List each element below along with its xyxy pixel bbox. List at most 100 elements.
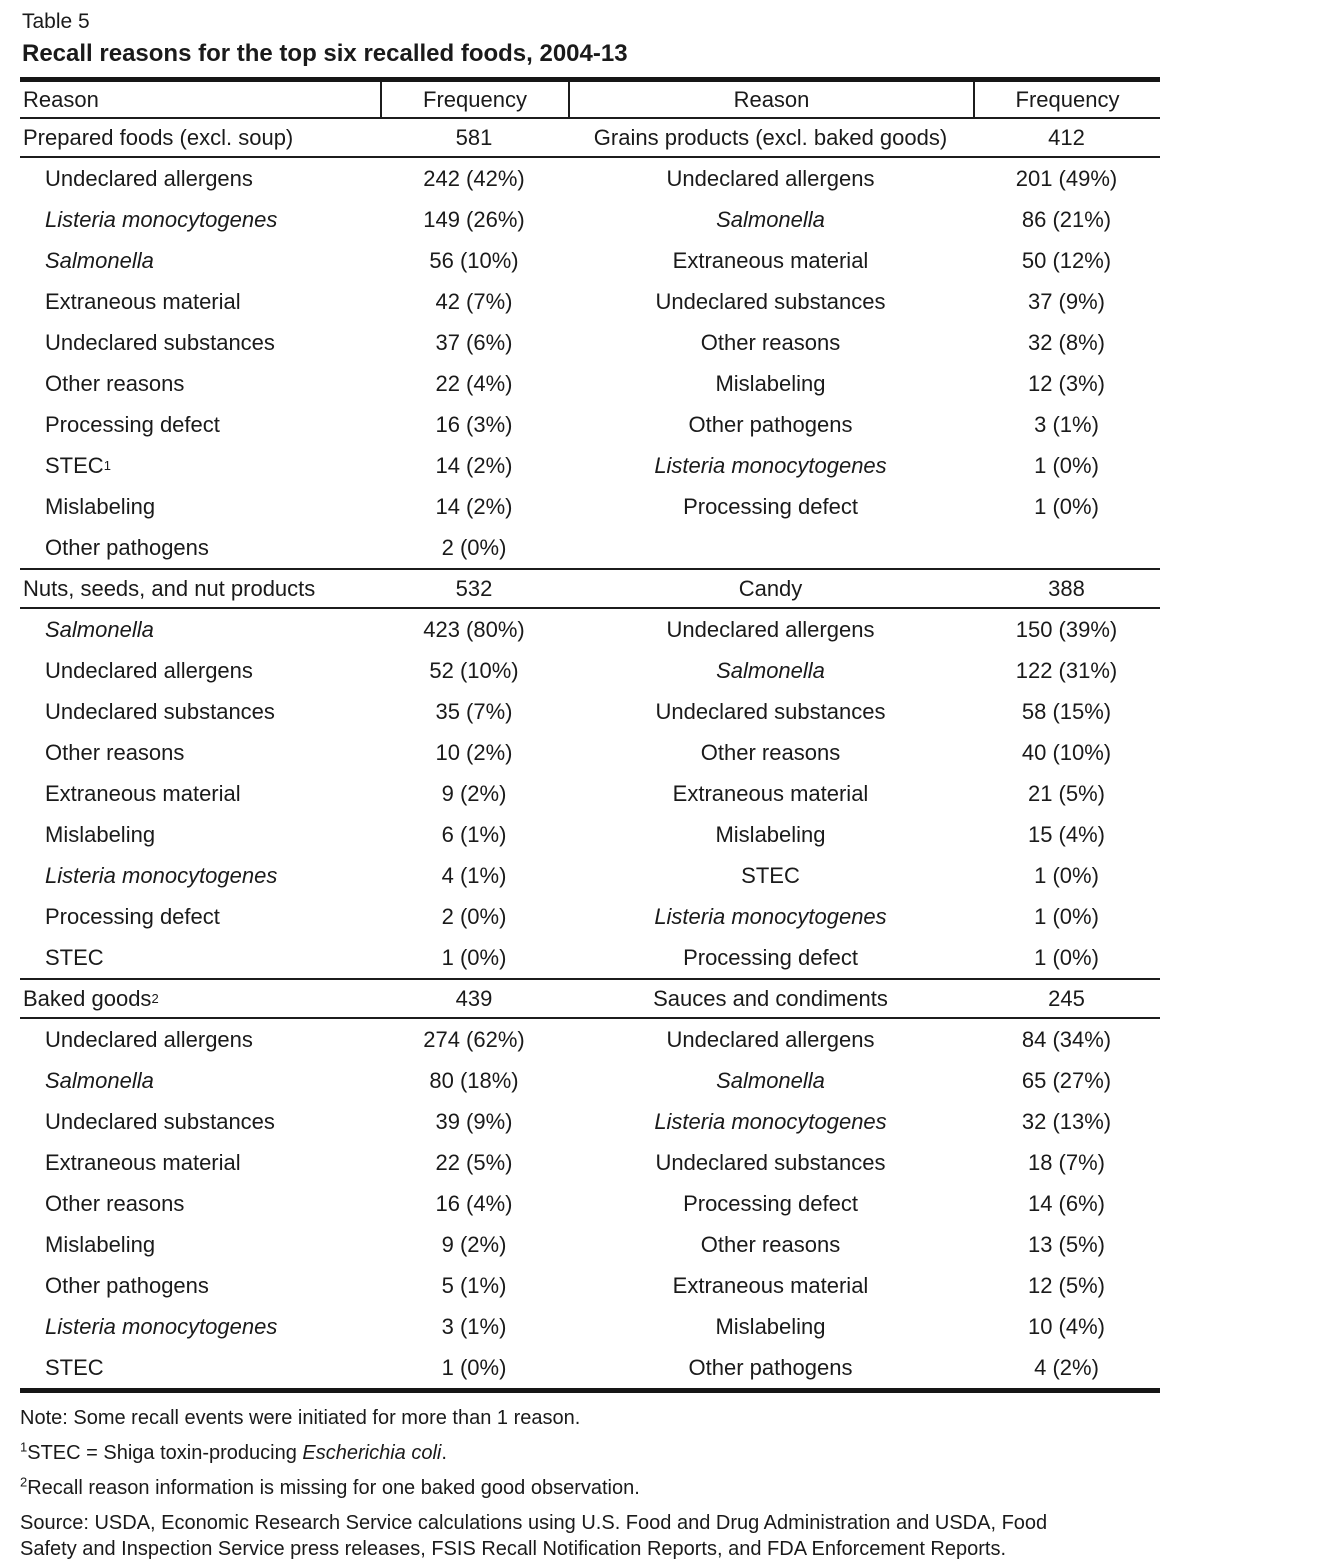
header-cell-frequency-right: Frequency [973, 82, 1160, 117]
section-rows: Salmonella 423 (80%) Undeclared allergens 1… [20, 609, 1160, 978]
reason-cell: Other reasons [568, 1224, 973, 1265]
table-row: Mislabeling 6 (1%) Mislabeling 15 (4%) [20, 814, 1160, 855]
frequency-cell: 423 (80%) [380, 609, 568, 650]
frequency-value: 40 (10%) [1021, 739, 1112, 765]
reason-cell: Processing defect [568, 937, 973, 978]
frequency-value: 35 (7%) [435, 698, 513, 724]
reason-cell: Undeclared allergens [20, 158, 380, 199]
header-row: Reason Frequency Reason Frequency [20, 82, 1160, 119]
header-cell-frequency-left: Frequency [380, 82, 568, 117]
frequency-cell: 1 (0%) [380, 1347, 568, 1388]
footnote-text: . [441, 1442, 447, 1464]
section-rows: Undeclared allergens 274 (62%) Undeclared … [20, 1019, 1160, 1388]
category-row: Baked goods 2 439 Sauces and condiments 2… [20, 980, 1160, 1019]
reason-cell: Other reasons [568, 732, 973, 773]
reason-label: Mislabeling [45, 493, 156, 519]
frequency-cell: 1 (0%) [973, 896, 1160, 937]
frequency-value: 3 (1%) [1034, 411, 1099, 437]
frequency-value: 9 (2%) [441, 1231, 507, 1257]
table-row: STEC 1 (0%) Processing defect 1 (0%) [20, 937, 1160, 978]
table-row: STEC 1 (0%) Other pathogens 4 (2%) [20, 1347, 1160, 1388]
table-row: Salmonella 56 (10%) Extraneous material 50 … [20, 240, 1160, 281]
reason-label: STEC [45, 452, 104, 478]
reason-label: STEC [45, 944, 104, 970]
frequency-cell: 40 (10%) [973, 732, 1160, 773]
frequency-cell: 50 (12%) [973, 240, 1160, 281]
category-label: Grains products (excl. baked goods) [593, 124, 948, 150]
frequency-cell: 37 (9%) [973, 281, 1160, 322]
reason-cell: STEC [20, 937, 380, 978]
frequency-cell: 65 (27%) [973, 1060, 1160, 1101]
table-title: Recall reasons for the top six recalled … [22, 40, 628, 67]
frequency-value: 5 (1%) [441, 1272, 507, 1298]
reason-label: Salmonella [45, 1067, 154, 1093]
table-row: STEC 1 14 (2%) Listeria monocytogenes 1 (0%) [20, 445, 1160, 486]
total-value: 439 [455, 985, 493, 1011]
reason-cell: Mislabeling [568, 1306, 973, 1347]
category-cell: Prepared foods (excl. soup) [20, 119, 380, 156]
reason-label: Extraneous material [45, 288, 241, 314]
frequency-value: 18 (7%) [1027, 1149, 1106, 1175]
frequency-cell: 12 (3%) [973, 363, 1160, 404]
frequency-value: 16 (4%) [435, 1190, 513, 1216]
frequency-value: 32 (13%) [1021, 1108, 1112, 1134]
total-cell: 245 [973, 980, 1160, 1017]
category-cell: Baked goods 2 [23, 985, 159, 1011]
reason-label: Undeclared allergens [666, 1026, 875, 1052]
reason-label: Undeclared allergens [666, 165, 875, 191]
total-cell: 532 [380, 570, 568, 607]
frequency-value: 86 (21%) [1021, 206, 1112, 232]
frequency-cell: 39 (9%) [380, 1101, 568, 1142]
frequency-value: 10 (4%) [1027, 1313, 1106, 1339]
total-cell: 412 [973, 119, 1160, 156]
frequency-cell: 149 (26%) [380, 199, 568, 240]
table-row: Other reasons 16 (4%) Processing defect 14 … [20, 1183, 1160, 1224]
reason-cell: Extraneous material [20, 1142, 380, 1183]
total-value: 581 [455, 124, 493, 150]
frequency-value: 4 (2%) [1034, 1354, 1099, 1380]
reason-label: Other reasons [700, 329, 841, 355]
reason-label: Undeclared allergens [45, 165, 253, 191]
frequency-value: 2 (0%) [441, 903, 507, 929]
frequency-value: 80 (18%) [429, 1067, 519, 1093]
recall-reasons-table: Reason Frequency Reason Frequency Prepar… [20, 77, 1160, 1393]
table-row: Undeclared substances 39 (9%) Listeria mon… [20, 1101, 1160, 1142]
reason-cell: Other pathogens [20, 1265, 380, 1306]
frequency-cell: 37 (6%) [380, 322, 568, 363]
frequency-cell: 242 (42%) [380, 158, 568, 199]
frequency-cell: 9 (2%) [380, 1224, 568, 1265]
frequency-cell: 2 (0%) [380, 896, 568, 937]
frequency-cell: 16 (4%) [380, 1183, 568, 1224]
reason-label: Salmonella [716, 1067, 825, 1093]
category-row: Nuts, seeds, and nut products 532 Candy … [20, 570, 1160, 609]
reason-label: Salmonella [716, 657, 825, 683]
reason-cell: Salmonella [568, 650, 973, 691]
frequency-value: 150 (39%) [1015, 616, 1118, 642]
reason-cell: Salmonella [20, 1060, 380, 1101]
frequency-value: 58 (15%) [1021, 698, 1112, 724]
reason-label: Other pathogens [688, 1354, 853, 1380]
footnote-text: Recall reason information is missing for… [27, 1477, 640, 1499]
table-row: Other reasons 22 (4%) Mislabeling 12 (3%) [20, 363, 1160, 404]
frequency-value: 16 (3%) [435, 411, 513, 437]
reason-label: Extraneous material [45, 1149, 241, 1175]
frequency-value: 12 (3%) [1027, 370, 1106, 396]
frequency-value: 22 (4%) [435, 370, 513, 396]
table-row: Undeclared allergens 274 (62%) Undeclared … [20, 1019, 1160, 1060]
reason-cell: Processing defect [20, 896, 380, 937]
frequency-value: 21 (5%) [1027, 780, 1106, 806]
category-cell: Nuts, seeds, and nut products [20, 570, 380, 607]
table-row: Undeclared allergens 242 (42%) Undeclared … [20, 158, 1160, 199]
reason-cell: Undeclared allergens [20, 1019, 380, 1060]
frequency-cell: 201 (49%) [973, 158, 1160, 199]
reason-cell: Listeria monocytogenes [20, 1306, 380, 1347]
reason-label: Processing defect [45, 903, 220, 929]
reason-cell: Listeria monocytogenes [20, 855, 380, 896]
reason-cell: Extraneous material [568, 240, 973, 281]
general-note: Note: Some recall events were initiated … [20, 1407, 581, 1429]
reason-cell: Undeclared substances [568, 691, 973, 732]
frequency-cell: 22 (5%) [380, 1142, 568, 1183]
frequency-cell: 84 (34%) [973, 1019, 1160, 1060]
table-section-2: Nuts, seeds, and nut products 532 Candy … [20, 570, 1160, 980]
